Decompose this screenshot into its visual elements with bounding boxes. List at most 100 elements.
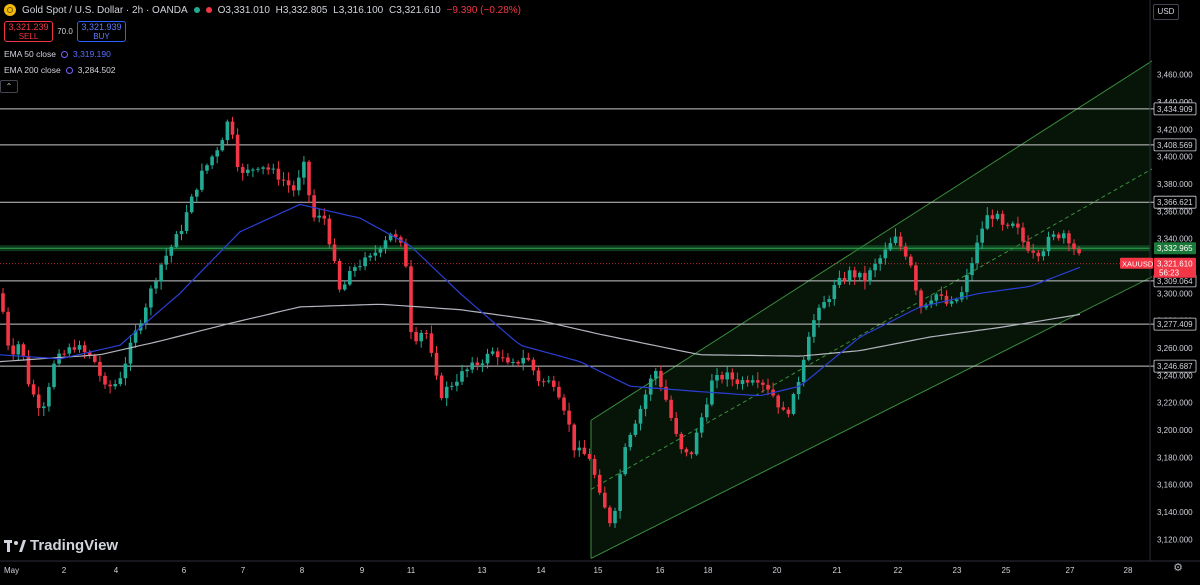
candle-body	[898, 236, 903, 247]
candle-body	[613, 510, 617, 524]
x-tick-label: 14	[537, 566, 546, 575]
candle-body	[720, 375, 724, 380]
candle-body	[21, 344, 26, 356]
candle-body	[261, 167, 265, 169]
candle-body	[1062, 233, 1066, 239]
y-tick-label: 3,380.000	[1157, 180, 1193, 189]
level-label: 3,408.569	[1157, 141, 1193, 150]
candle-body	[873, 263, 877, 271]
candle-body	[965, 275, 969, 293]
candle-body	[919, 290, 923, 308]
candle-body	[103, 375, 107, 385]
x-tick-label: 21	[833, 566, 842, 575]
candle-body	[72, 347, 77, 350]
x-tick-label: 16	[656, 566, 665, 575]
candle-body	[485, 353, 490, 364]
candle-body	[531, 359, 536, 371]
candle-body	[582, 447, 587, 455]
channel-median-line[interactable]	[590, 168, 1153, 490]
candle-body	[567, 410, 571, 425]
candle-body	[679, 433, 684, 450]
candle-body	[694, 432, 699, 455]
ema50-settings-icon[interactable]	[60, 50, 68, 58]
candle-body	[439, 375, 444, 399]
x-tick-label: 23	[953, 566, 962, 575]
candle-body	[597, 474, 602, 493]
candle-body	[1036, 252, 1041, 257]
candle-body	[674, 418, 678, 434]
candle-body	[837, 277, 842, 286]
candle-body	[388, 234, 393, 241]
candle-body	[521, 357, 525, 364]
indicator-ema200[interactable]: EMA 200 close 3,284.502	[4, 65, 116, 75]
candle-body	[317, 215, 321, 218]
sell-button[interactable]: 3,321.239 SELL	[4, 21, 53, 42]
candle-body	[77, 345, 82, 350]
candle-body	[465, 369, 469, 372]
candle-body	[858, 272, 862, 278]
candle-body	[735, 379, 740, 385]
candle-body	[322, 215, 327, 219]
buy-button[interactable]: 3,321.939 BUY	[77, 21, 126, 42]
candle-body	[888, 243, 893, 250]
ema200-settings-icon[interactable]	[65, 66, 73, 74]
candle-body	[240, 167, 245, 173]
resistance-label-box	[1154, 242, 1196, 255]
gear-icon[interactable]: ⚙	[1173, 562, 1183, 574]
last-price-box	[1154, 257, 1196, 278]
candle-body	[822, 302, 826, 308]
ema200-line[interactable]	[0, 303, 1081, 363]
y-tick-label: 3,240.000	[1157, 371, 1193, 380]
candle-body	[541, 381, 546, 383]
candle-body	[409, 266, 413, 332]
candle-body	[128, 342, 133, 364]
candle-body	[82, 345, 87, 353]
candle-body	[776, 395, 780, 408]
y-tick-label: 3,220.000	[1157, 399, 1193, 408]
ema50-line[interactable]	[0, 203, 1081, 397]
candle-body	[363, 257, 367, 267]
x-tick-label: 7	[241, 566, 246, 575]
level-label-box	[1153, 195, 1197, 209]
change-value: −9.390 (−0.28%)	[446, 4, 522, 16]
candle-body	[975, 242, 979, 264]
candles[interactable]	[1, 116, 1081, 529]
candle-body	[62, 353, 66, 355]
candle-body	[944, 295, 949, 304]
candle-body	[970, 263, 974, 276]
level-label-box	[1153, 138, 1197, 152]
candle-body	[327, 218, 332, 245]
x-tick-label: 13	[478, 566, 487, 575]
sell-label: SELL	[18, 32, 39, 41]
currency-button[interactable]: USD	[1153, 4, 1179, 20]
candle-body	[980, 228, 984, 243]
candle-body	[93, 355, 97, 362]
buy-price: 3,321.939	[81, 22, 122, 32]
candle-body	[929, 300, 933, 305]
candle-body	[1031, 250, 1035, 253]
symbol-title[interactable]: Gold Spot / U.S. Dollar · 2h · OANDA	[22, 4, 188, 16]
y-tick-label: 3,140.000	[1157, 508, 1193, 517]
candle-body	[1021, 227, 1025, 242]
high-value: H3,332.805	[275, 4, 328, 16]
candle-body	[587, 454, 592, 459]
candle-body	[36, 394, 41, 409]
candle-body	[766, 384, 770, 390]
candle-body	[750, 380, 755, 383]
resistance-label: 3,332.965	[1157, 244, 1193, 253]
x-tick-label: 8	[300, 566, 305, 575]
candle-body	[577, 447, 582, 451]
collapse-legend-button[interactable]: ⌃	[0, 80, 18, 93]
candle-body	[383, 240, 388, 249]
candle-body	[638, 408, 643, 424]
candle-body	[1067, 233, 1071, 244]
indicator-ema50[interactable]: EMA 50 close 3,319.190	[4, 49, 111, 59]
candle-body	[781, 407, 786, 410]
candle-body	[159, 264, 163, 282]
candle-body	[174, 234, 179, 247]
channel-upper-line[interactable]	[590, 60, 1153, 421]
candle-body	[67, 347, 72, 354]
candle-body	[516, 361, 520, 364]
x-tick-label: 6	[182, 566, 187, 575]
